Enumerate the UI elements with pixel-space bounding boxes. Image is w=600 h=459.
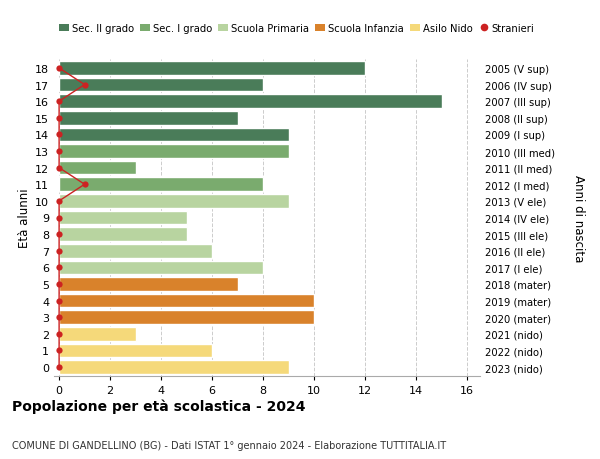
Bar <box>59 360 289 374</box>
Text: Popolazione per età scolastica - 2024: Popolazione per età scolastica - 2024 <box>12 398 305 413</box>
Bar <box>59 78 263 92</box>
Bar <box>59 112 238 125</box>
Bar <box>59 228 187 241</box>
Bar <box>59 129 289 142</box>
Bar <box>59 311 314 325</box>
Y-axis label: Età alunni: Età alunni <box>18 188 31 248</box>
Bar <box>59 261 263 274</box>
Bar <box>59 95 442 109</box>
Bar <box>59 62 365 76</box>
Bar <box>59 195 289 208</box>
Bar <box>59 244 212 258</box>
Bar <box>59 178 263 192</box>
Bar <box>59 294 314 308</box>
Bar <box>59 278 238 291</box>
Bar <box>59 145 289 158</box>
Legend: Sec. II grado, Sec. I grado, Scuola Primaria, Scuola Infanzia, Asilo Nido, Stran: Sec. II grado, Sec. I grado, Scuola Prim… <box>59 23 535 34</box>
Text: COMUNE DI GANDELLINO (BG) - Dati ISTAT 1° gennaio 2024 - Elaborazione TUTTITALIA: COMUNE DI GANDELLINO (BG) - Dati ISTAT 1… <box>12 440 446 450</box>
Bar <box>59 327 136 341</box>
Bar <box>59 344 212 358</box>
Bar <box>59 162 136 175</box>
Bar <box>59 211 187 225</box>
Y-axis label: Anni di nascita: Anni di nascita <box>572 174 584 262</box>
